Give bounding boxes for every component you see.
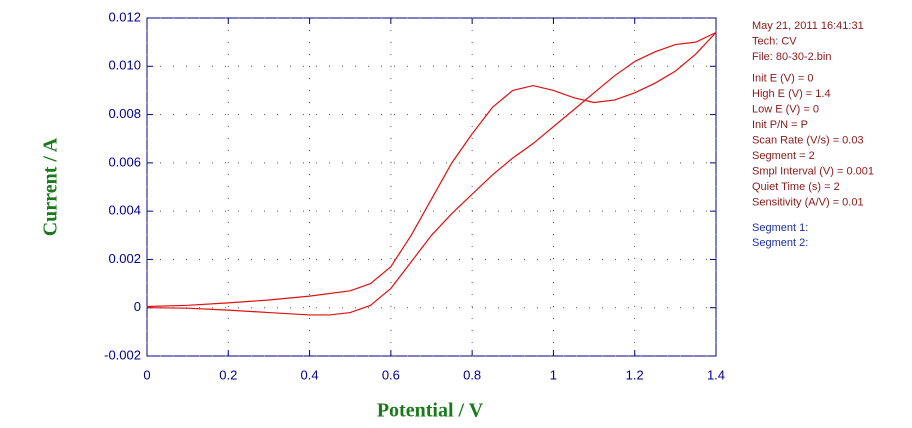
- legend-entry: Segment 1:: [752, 222, 808, 234]
- info-line: Tech: CV: [752, 35, 797, 47]
- info-line: Scan Rate (V/s) = 0.03: [752, 134, 864, 146]
- x-tick-label: 0.6: [382, 367, 400, 382]
- x-tick-label: 1.2: [626, 367, 644, 382]
- y-tick-label: 0.008: [108, 106, 141, 121]
- y-tick-label: 0.012: [108, 9, 141, 24]
- y-tick-label: 0.006: [108, 154, 141, 169]
- info-line: Init P/N = P: [752, 119, 808, 131]
- x-tick-label: 0.8: [463, 367, 481, 382]
- y-tick-label: -0.002: [104, 347, 141, 362]
- info-line: Low E (V) = 0: [752, 103, 819, 115]
- y-tick-label: 0.004: [108, 203, 141, 218]
- info-line: Segment = 2: [752, 150, 815, 162]
- x-axis-title: Potential / V: [377, 400, 484, 422]
- x-tick-label: 0.2: [219, 367, 237, 382]
- info-line: Quiet Time (s) = 2: [752, 181, 840, 193]
- cv-curve: [146, 31, 717, 316]
- x-tick-label: 1.4: [707, 367, 725, 382]
- y-axis-title: Current / A: [40, 137, 62, 236]
- info-line: Init E (V) = 0: [752, 72, 813, 84]
- plot-frame: [146, 17, 717, 357]
- legend-entry: Segment 2:: [752, 237, 808, 249]
- info-line: May 21, 2011 16:41:31: [752, 20, 864, 32]
- y-tick-label: 0.002: [108, 251, 141, 266]
- x-tick-label: 0: [143, 367, 150, 382]
- info-line: Sensitivity (A/V) = 0.01: [752, 196, 864, 208]
- info-line: Smpl Interval (V) = 0.001: [752, 165, 874, 177]
- y-tick-label: 0: [134, 299, 141, 314]
- info-line: File: 80-30-2.bin: [752, 51, 832, 63]
- y-tick-label: 0.010: [108, 58, 141, 73]
- x-tick-label: 1: [550, 367, 557, 382]
- info-line: High E (V) = 1.4: [752, 88, 831, 100]
- x-tick-label: 0.4: [301, 367, 319, 382]
- cv-curve: [146, 32, 717, 308]
